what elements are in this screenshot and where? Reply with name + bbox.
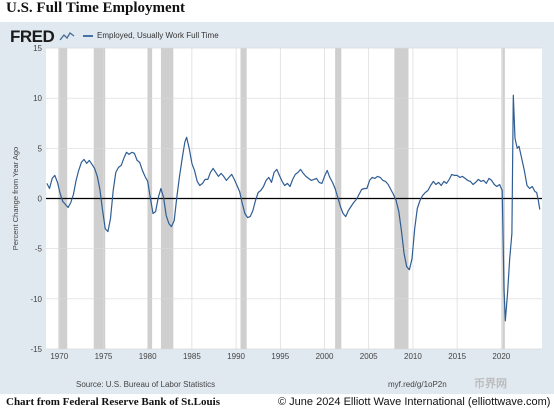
x-tick-label: 1985 xyxy=(183,352,201,361)
y-tick-label: -10 xyxy=(30,295,42,304)
fred-logo[interactable]: FRED xyxy=(10,27,55,46)
x-tick-label: 2020 xyxy=(492,352,510,361)
fred-graph-icon xyxy=(59,31,75,41)
x-tick-label: 1980 xyxy=(139,352,157,361)
y-tick-label: -5 xyxy=(35,245,43,254)
x-tick-label: 2015 xyxy=(448,352,466,361)
legend-swatch xyxy=(83,34,93,37)
x-tick-label: 1995 xyxy=(271,352,289,361)
y-tick-label: -15 xyxy=(30,345,42,354)
x-tick-label: 1975 xyxy=(95,352,113,361)
y-tick-label: 5 xyxy=(38,144,43,153)
page-title: U.S. Full Time Employment xyxy=(6,0,186,16)
legend-label: Employed, Usually Work Full Time xyxy=(97,31,219,40)
y-tick-label: 15 xyxy=(33,44,42,53)
chart-legend: Employed, Usually Work Full Time xyxy=(83,31,219,40)
chart-url[interactable]: myf.red/g/1oP2n xyxy=(388,380,447,389)
x-tick-label: 2010 xyxy=(404,352,422,361)
chart-credit: Chart from Federal Reserve Bank of St.Lo… xyxy=(6,396,220,408)
source-note: Source: U.S. Bureau of Labor Statistics xyxy=(76,380,216,389)
copyright-notice: © June 2024 Elliott Wave International (… xyxy=(278,396,551,408)
x-tick-label: 2005 xyxy=(360,352,378,361)
x-tick-label: 1970 xyxy=(50,352,68,361)
y-axis-title: Percent Change from Year Ago xyxy=(11,147,20,250)
y-tick-label: 10 xyxy=(33,94,42,103)
y-tick-label: 0 xyxy=(38,195,43,204)
watermark: 币界网 xyxy=(474,378,507,390)
series-line xyxy=(46,94,541,322)
x-tick-label: 2000 xyxy=(316,352,334,361)
x-tick-label: 1990 xyxy=(227,352,245,361)
